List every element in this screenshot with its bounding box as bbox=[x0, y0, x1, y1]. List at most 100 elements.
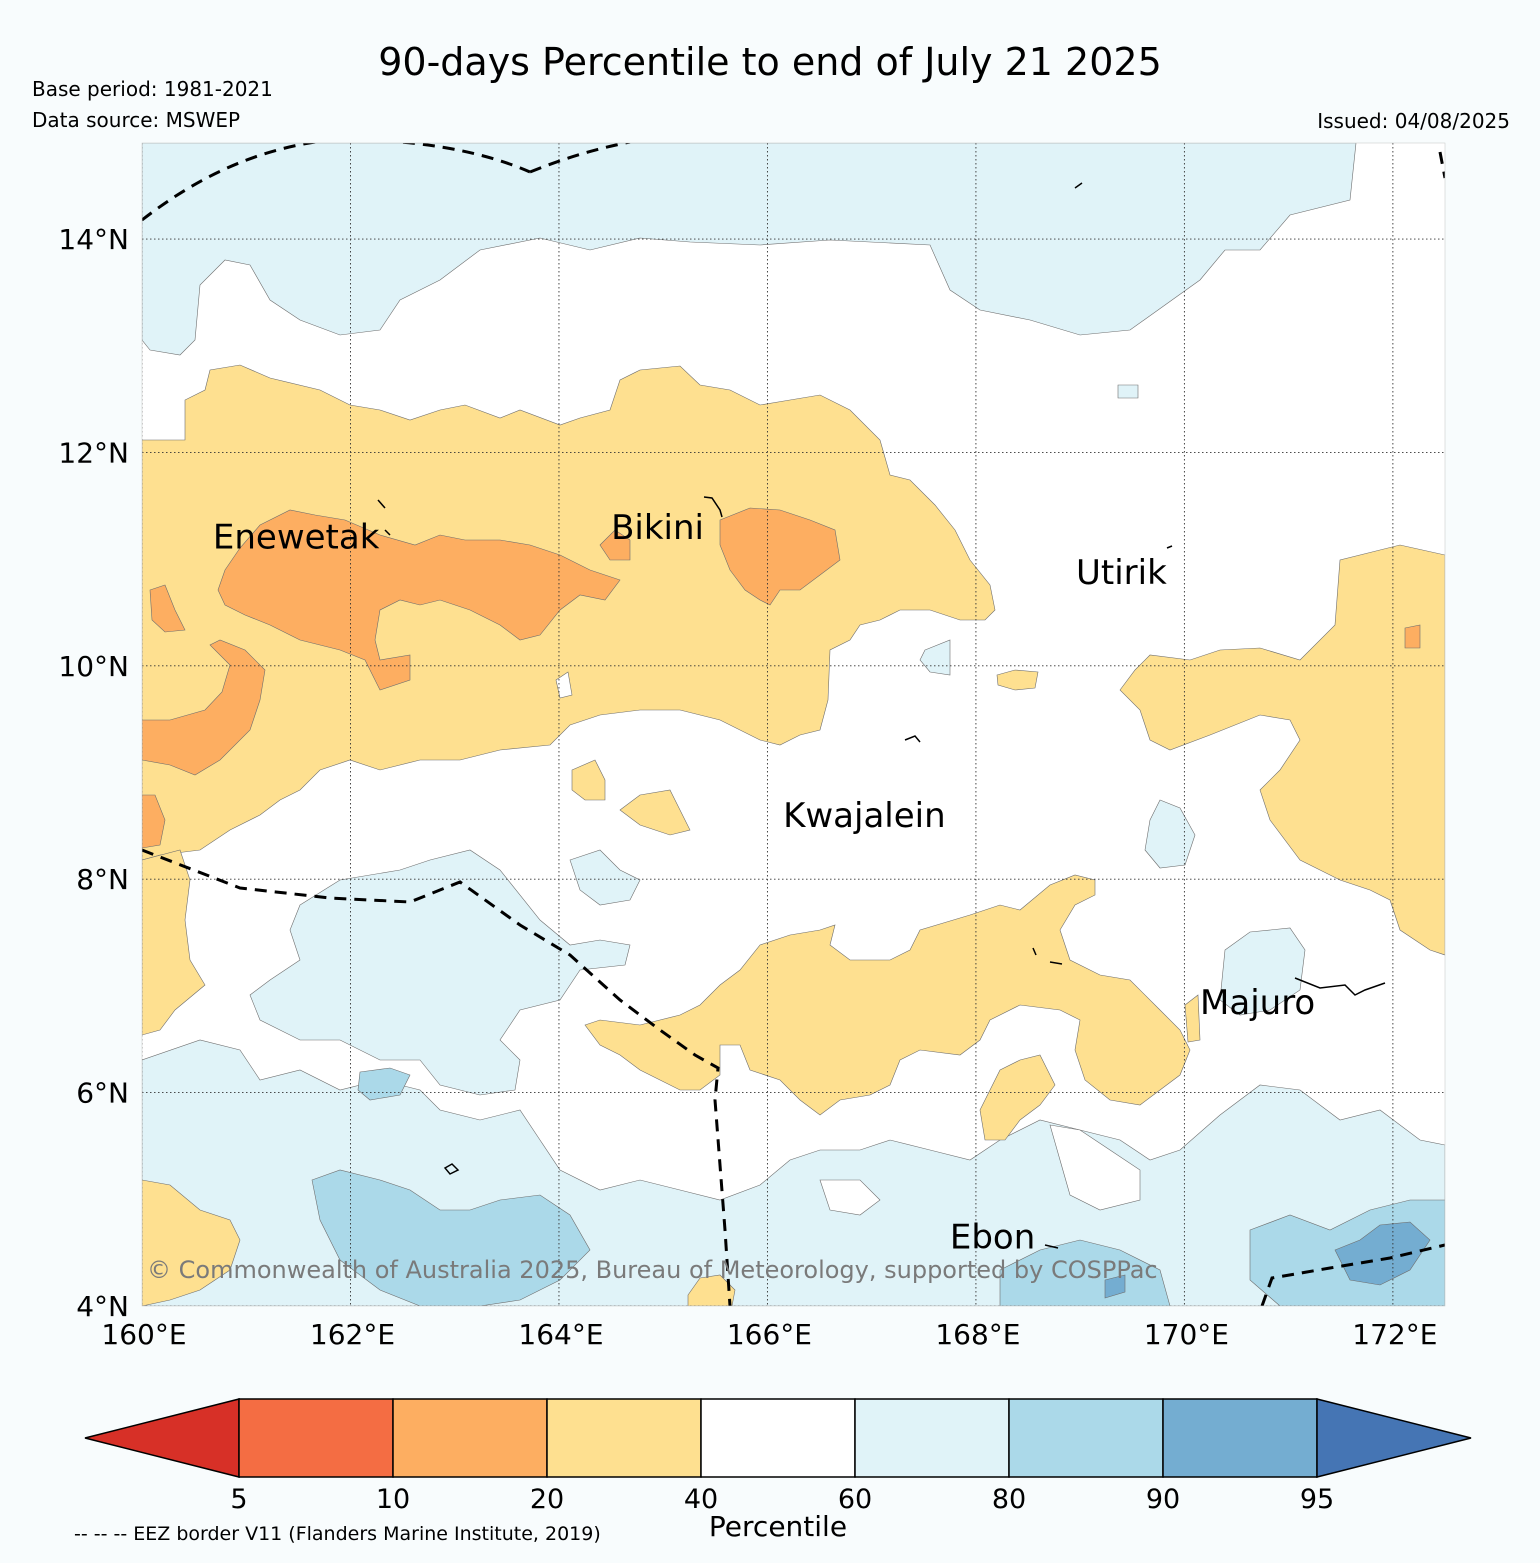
contour-area-orange-blob-4 bbox=[1404, 624, 1421, 649]
colorbar-segment-p60-80 bbox=[854, 1398, 1010, 1478]
lon-tick-label-6: 172°E bbox=[1352, 1318, 1437, 1351]
colorbar-segment-p20-40 bbox=[546, 1398, 702, 1478]
contour-area-central-south-yellow bbox=[584, 874, 1191, 1116]
contour-area-south-medium-blue-2 bbox=[999, 1239, 1171, 1306]
colorbar-tick-80: 80 bbox=[992, 1484, 1026, 1510]
lat-tick-label-3: 10°N bbox=[58, 650, 129, 683]
graticule bbox=[142, 143, 1445, 1306]
colorbar-tick-40: 40 bbox=[684, 1484, 718, 1510]
data-source-note: Data source: MSWEP bbox=[32, 108, 241, 132]
colorbar-segments bbox=[84, 1398, 1472, 1478]
colorbar-segment-p80-90 bbox=[1008, 1398, 1164, 1478]
lat-tick-label-4: 12°N bbox=[58, 436, 129, 469]
contour-area-central-blue bbox=[569, 849, 641, 906]
contour-hole-south-1 bbox=[1049, 1124, 1141, 1211]
colorbar-segment-p5-10 bbox=[238, 1398, 394, 1478]
map-frame bbox=[141, 142, 1446, 1307]
lat-tick-label-5: 14°N bbox=[58, 223, 129, 256]
contour-area-yellow-blob-4 bbox=[996, 669, 1039, 691]
contour-20-40 bbox=[142, 364, 1445, 1306]
contour-area-small-blue-2 bbox=[1117, 384, 1139, 399]
contour-area-south-medium-blue-1 bbox=[311, 1169, 591, 1306]
contour-90-95 bbox=[1104, 1221, 1431, 1299]
eez-border-southeast bbox=[1260, 1243, 1445, 1306]
contour-area-yellow-blob-2 bbox=[619, 789, 691, 836]
eez-border-north-2 bbox=[529, 143, 631, 174]
colorbar-tick-60: 60 bbox=[838, 1484, 872, 1510]
colorbar-tick-labels: 5 10 20 40 60 80 90 95 bbox=[230, 1484, 1334, 1510]
island-outlines bbox=[377, 182, 1386, 1249]
lon-tick-label-0: 160°E bbox=[101, 1318, 186, 1351]
copyright-notice: © Commonwealth of Australia 2025, Bureau… bbox=[147, 1256, 1158, 1284]
colorbar-extend-high bbox=[1316, 1398, 1472, 1478]
contour-area-west-coast-yellow bbox=[142, 849, 206, 1036]
contour-area-south-yellow bbox=[979, 1054, 1056, 1141]
contour-area-west-blue bbox=[249, 849, 631, 1096]
island-north-atoll bbox=[1074, 182, 1083, 189]
latitude-labels: 4°N 6°N 8°N 10°N 12°N 14°N bbox=[58, 223, 129, 1323]
island-ebon bbox=[1044, 1244, 1059, 1249]
island-utirik bbox=[1166, 545, 1173, 549]
contour-hole-south-2 bbox=[819, 1179, 881, 1216]
lat-tick-label-0: 4°N bbox=[76, 1290, 129, 1323]
eez-border-note: -- -- -- EEZ border V11 (Flanders Marine… bbox=[74, 1523, 601, 1545]
place-label-ebon: Ebon bbox=[950, 1218, 1035, 1258]
place-labels: Enewetak Bikini Utirik Kwajalein Majuro Ebon bbox=[213, 508, 1315, 1258]
contour-area-enewetak-orange bbox=[217, 509, 621, 691]
contour-area-west-orange bbox=[142, 639, 266, 776]
contour-area-orange-blob-1 bbox=[599, 529, 631, 561]
lon-tick-label-2: 164°E bbox=[518, 1318, 603, 1351]
colorbar-tick-20: 20 bbox=[530, 1484, 564, 1510]
contour-area-majuro-blue bbox=[1219, 927, 1306, 1016]
lon-tick-label-3: 166°E bbox=[727, 1318, 812, 1351]
percentile-map: 4°N 6°N 8°N 10°N 12°N 14°N 160°E 162°E 164°E 166… bbox=[58, 142, 1446, 1351]
colorbar-segment-p40-60 bbox=[700, 1398, 856, 1478]
contour-area-east-yellow bbox=[1119, 544, 1445, 956]
contour-area-yellow-blob-3 bbox=[1184, 994, 1201, 1043]
issued-date: Issued: 04/08/2025 bbox=[1317, 109, 1510, 133]
island-east-atoll bbox=[1032, 947, 1063, 965]
colorbar-label: Percentile bbox=[708, 1510, 848, 1543]
place-label-utirik: Utirik bbox=[1076, 553, 1167, 593]
contour-area-yellow-blob-1 bbox=[571, 759, 606, 801]
contour-area-east-blue bbox=[1144, 799, 1196, 869]
colorbar-segment-p90-95 bbox=[1162, 1398, 1318, 1478]
island-kwajalein bbox=[904, 735, 921, 743]
percentile-colorbar: 5 10 20 40 60 80 90 95 bbox=[84, 1398, 1472, 1510]
place-label-enewetak: Enewetak bbox=[213, 518, 380, 558]
map-title: 90-days Percentile to end of July 21 202… bbox=[378, 40, 1162, 84]
place-label-bikini: Bikini bbox=[611, 508, 704, 548]
colorbar-extend-low bbox=[84, 1398, 240, 1478]
contour-area-orange-blob-2 bbox=[149, 584, 186, 633]
colorbar-tick-95: 95 bbox=[1300, 1484, 1334, 1510]
contour-area-north-yellow bbox=[142, 364, 996, 861]
place-label-kwajalein: Kwajalein bbox=[783, 796, 946, 836]
contour-40-60-holes bbox=[819, 1124, 1141, 1216]
contour-area-west-medium-blue bbox=[357, 1067, 411, 1101]
lon-tick-label-4: 168°E bbox=[935, 1318, 1020, 1351]
island-majuro bbox=[1294, 977, 1386, 996]
eez-border-west bbox=[142, 848, 732, 1306]
lon-tick-label-1: 162°E bbox=[310, 1318, 395, 1351]
colorbar-segment-p10-20 bbox=[392, 1398, 548, 1478]
colorbar-tick-10: 10 bbox=[376, 1484, 410, 1510]
eez-border-lines bbox=[142, 143, 1445, 1306]
contour-area-southwest-yellow bbox=[142, 1179, 241, 1306]
contour-area-bottom-yellow bbox=[687, 1274, 736, 1306]
contour-area-north-blue bbox=[142, 143, 1357, 356]
contour-area-bikini-orange bbox=[719, 507, 841, 606]
island-south-atoll bbox=[443, 1163, 460, 1175]
longitude-labels: 160°E 162°E 164°E 166°E 168°E 170°E 172°E bbox=[101, 1318, 1437, 1351]
island-bikini bbox=[703, 496, 723, 518]
lon-tick-label-5: 170°E bbox=[1144, 1318, 1229, 1351]
eez-border-north-1 bbox=[142, 143, 531, 222]
base-period-note: Base period: 1981-2021 bbox=[32, 77, 273, 101]
map-plot-area bbox=[142, 143, 1445, 1306]
colorbar-tick-5: 5 bbox=[230, 1484, 247, 1510]
island-enewetak bbox=[377, 499, 391, 536]
contour-area-south-dark-blue bbox=[1104, 1274, 1126, 1299]
colorbar-tick-90: 90 bbox=[1146, 1484, 1180, 1510]
lat-tick-label-2: 8°N bbox=[76, 863, 129, 896]
lat-tick-label-1: 6°N bbox=[76, 1077, 129, 1110]
contour-10-20 bbox=[142, 507, 1421, 849]
